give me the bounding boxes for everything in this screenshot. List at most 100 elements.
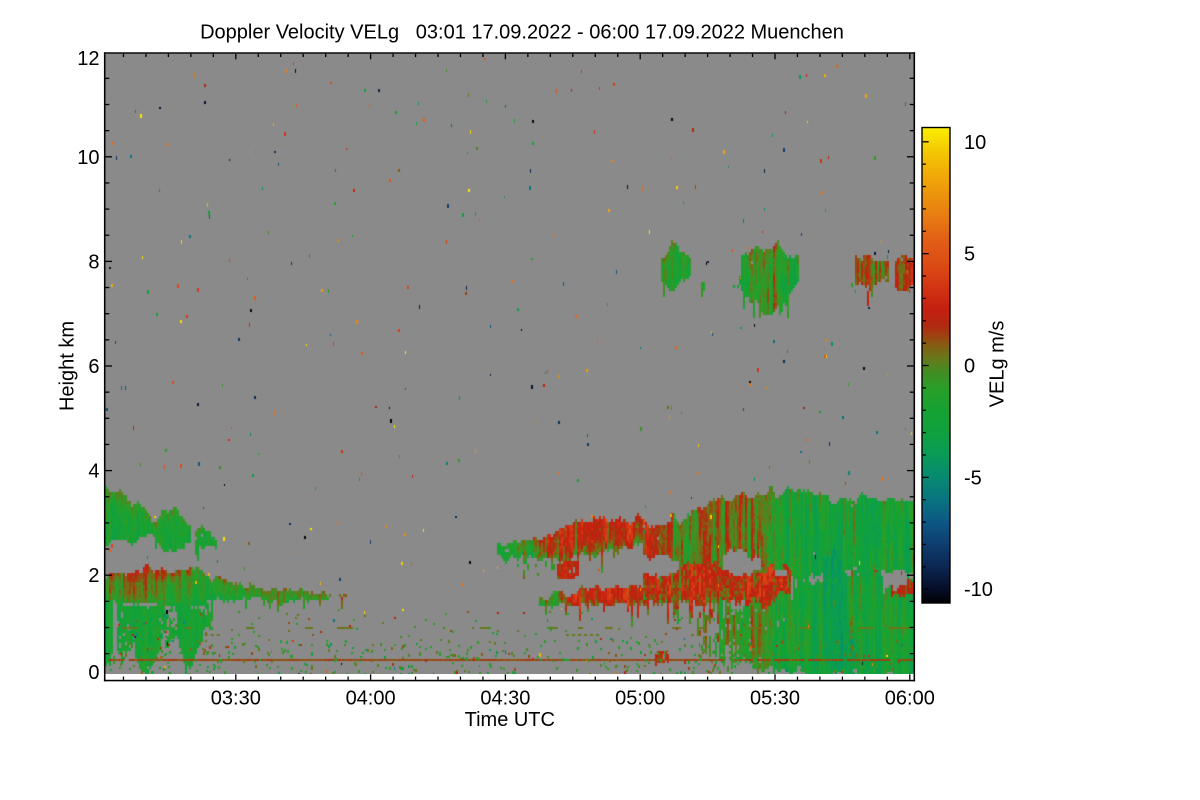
x-minor-tick-top	[302, 53, 304, 58]
colorbar-minor-tick	[922, 521, 926, 523]
x-minor-tick-top	[280, 53, 282, 58]
x-minor-tick	[662, 676, 664, 680]
x-major-tick	[235, 674, 237, 680]
x-minor-tick	[190, 676, 192, 680]
x-minor-tick	[617, 676, 619, 680]
y-minor-tick-right	[909, 443, 914, 446]
x-minor-tick-top	[347, 53, 349, 58]
x-minor-tick-top	[662, 53, 664, 58]
y-minor-tick-right	[909, 391, 914, 393]
x-minor-tick-top	[212, 53, 214, 58]
x-minor-tick	[729, 676, 731, 680]
x-minor-tick	[864, 676, 866, 680]
colorbar-tick-label: 0	[964, 356, 975, 378]
heatmap-raster	[105, 54, 914, 674]
colorbar-minor-tick	[922, 454, 926, 456]
y-major-tick-right	[907, 156, 914, 158]
x-minor-tick-top	[796, 53, 799, 58]
colorbar-major-tick	[922, 588, 929, 590]
y-minor-tick	[105, 496, 110, 498]
y-minor-tick-right	[909, 130, 914, 132]
x-minor-tick-top	[751, 53, 754, 58]
y-minor-tick	[105, 548, 110, 550]
x-minor-tick-top	[190, 53, 192, 58]
x-major-tick-top	[369, 53, 372, 60]
x-tick-label: 04:00	[346, 687, 396, 709]
colorbar-major-tick	[922, 141, 929, 143]
y-tick-label: 12	[77, 48, 99, 70]
x-minor-tick-top	[257, 53, 259, 58]
x-major-tick	[369, 674, 372, 680]
x-minor-tick	[302, 676, 304, 680]
y-minor-tick-right	[909, 417, 914, 419]
colorbar-minor-tick	[922, 208, 926, 210]
x-major-tick-top	[504, 53, 507, 60]
y-minor-tick	[105, 626, 110, 629]
y-minor-tick	[105, 182, 110, 184]
y-major-tick-right	[907, 469, 914, 472]
x-minor-tick-top	[482, 53, 484, 58]
x-minor-tick	[706, 676, 709, 680]
x-minor-tick-top	[819, 53, 821, 58]
colorbar-minor-tick	[922, 409, 926, 411]
y-tick-label: 8	[88, 251, 99, 273]
colorbar-minor-tick	[922, 431, 926, 434]
y-minor-tick-right	[909, 103, 914, 106]
x-minor-tick-top	[414, 53, 417, 58]
x-minor-tick-top	[392, 53, 394, 58]
x-major-tick-top	[774, 53, 776, 60]
x-minor-tick	[392, 676, 394, 680]
colorbar-minor-tick	[922, 275, 926, 277]
x-minor-tick-top	[706, 53, 709, 58]
colorbar-minor-tick	[922, 387, 926, 389]
y-major-tick-right	[907, 365, 914, 367]
x-tick-label: 05:00	[615, 687, 665, 709]
y-minor-tick-right	[909, 522, 914, 524]
x-major-tick-top	[639, 53, 641, 60]
y-tick-label: 6	[88, 356, 99, 378]
x-minor-tick	[145, 676, 147, 680]
x-minor-tick	[482, 676, 484, 680]
bottom-spine	[103, 679, 916, 682]
colorbar-minor-tick	[922, 185, 926, 188]
x-tick-label: 06:00	[885, 687, 935, 709]
x-minor-tick-top	[145, 53, 147, 58]
x-minor-tick	[280, 676, 282, 680]
x-minor-tick	[414, 676, 417, 680]
x-major-tick	[909, 674, 911, 680]
x-major-tick	[774, 674, 776, 680]
y-major-tick	[105, 469, 112, 472]
x-minor-tick	[549, 676, 551, 680]
x-minor-tick	[347, 676, 349, 680]
y-major-tick	[105, 574, 112, 576]
right-spine	[913, 52, 916, 682]
y-minor-tick	[105, 234, 110, 236]
x-minor-tick	[819, 676, 821, 680]
colorbar-tick-label: -10	[964, 579, 993, 601]
y-minor-tick-right	[909, 339, 914, 341]
colorbar-minor-tick	[922, 566, 926, 568]
x-major-tick	[639, 674, 641, 680]
x-minor-tick-top	[527, 53, 529, 58]
x-minor-tick-top	[617, 53, 619, 58]
y-minor-tick	[105, 103, 110, 106]
colorbar: 10 5 0 -5 -10	[921, 126, 993, 604]
colorbar-minor-tick	[922, 297, 926, 300]
x-minor-tick-top	[886, 53, 888, 58]
chart-title: Doppler Velocity VELg 03:01 17.09.2022 -…	[200, 22, 844, 44]
x-axis-label: Time UTC	[465, 709, 555, 731]
x-minor-tick-top	[729, 53, 731, 58]
x-minor-tick	[437, 676, 439, 680]
y-minor-tick	[105, 130, 110, 132]
x-minor-tick-top	[864, 53, 866, 58]
x-minor-tick	[325, 676, 327, 680]
x-minor-tick	[684, 676, 686, 680]
y-tick-label: 2	[88, 565, 99, 587]
x-major-tick	[504, 674, 507, 680]
axes: 03:30 04:00 04:30 05:00 05:30 06:00 12 10 8 6 4 2 0	[77, 48, 935, 709]
x-tick-label: 03:30	[211, 687, 261, 709]
y-tick-label: 10	[77, 147, 99, 169]
y-minor-tick	[105, 339, 110, 341]
